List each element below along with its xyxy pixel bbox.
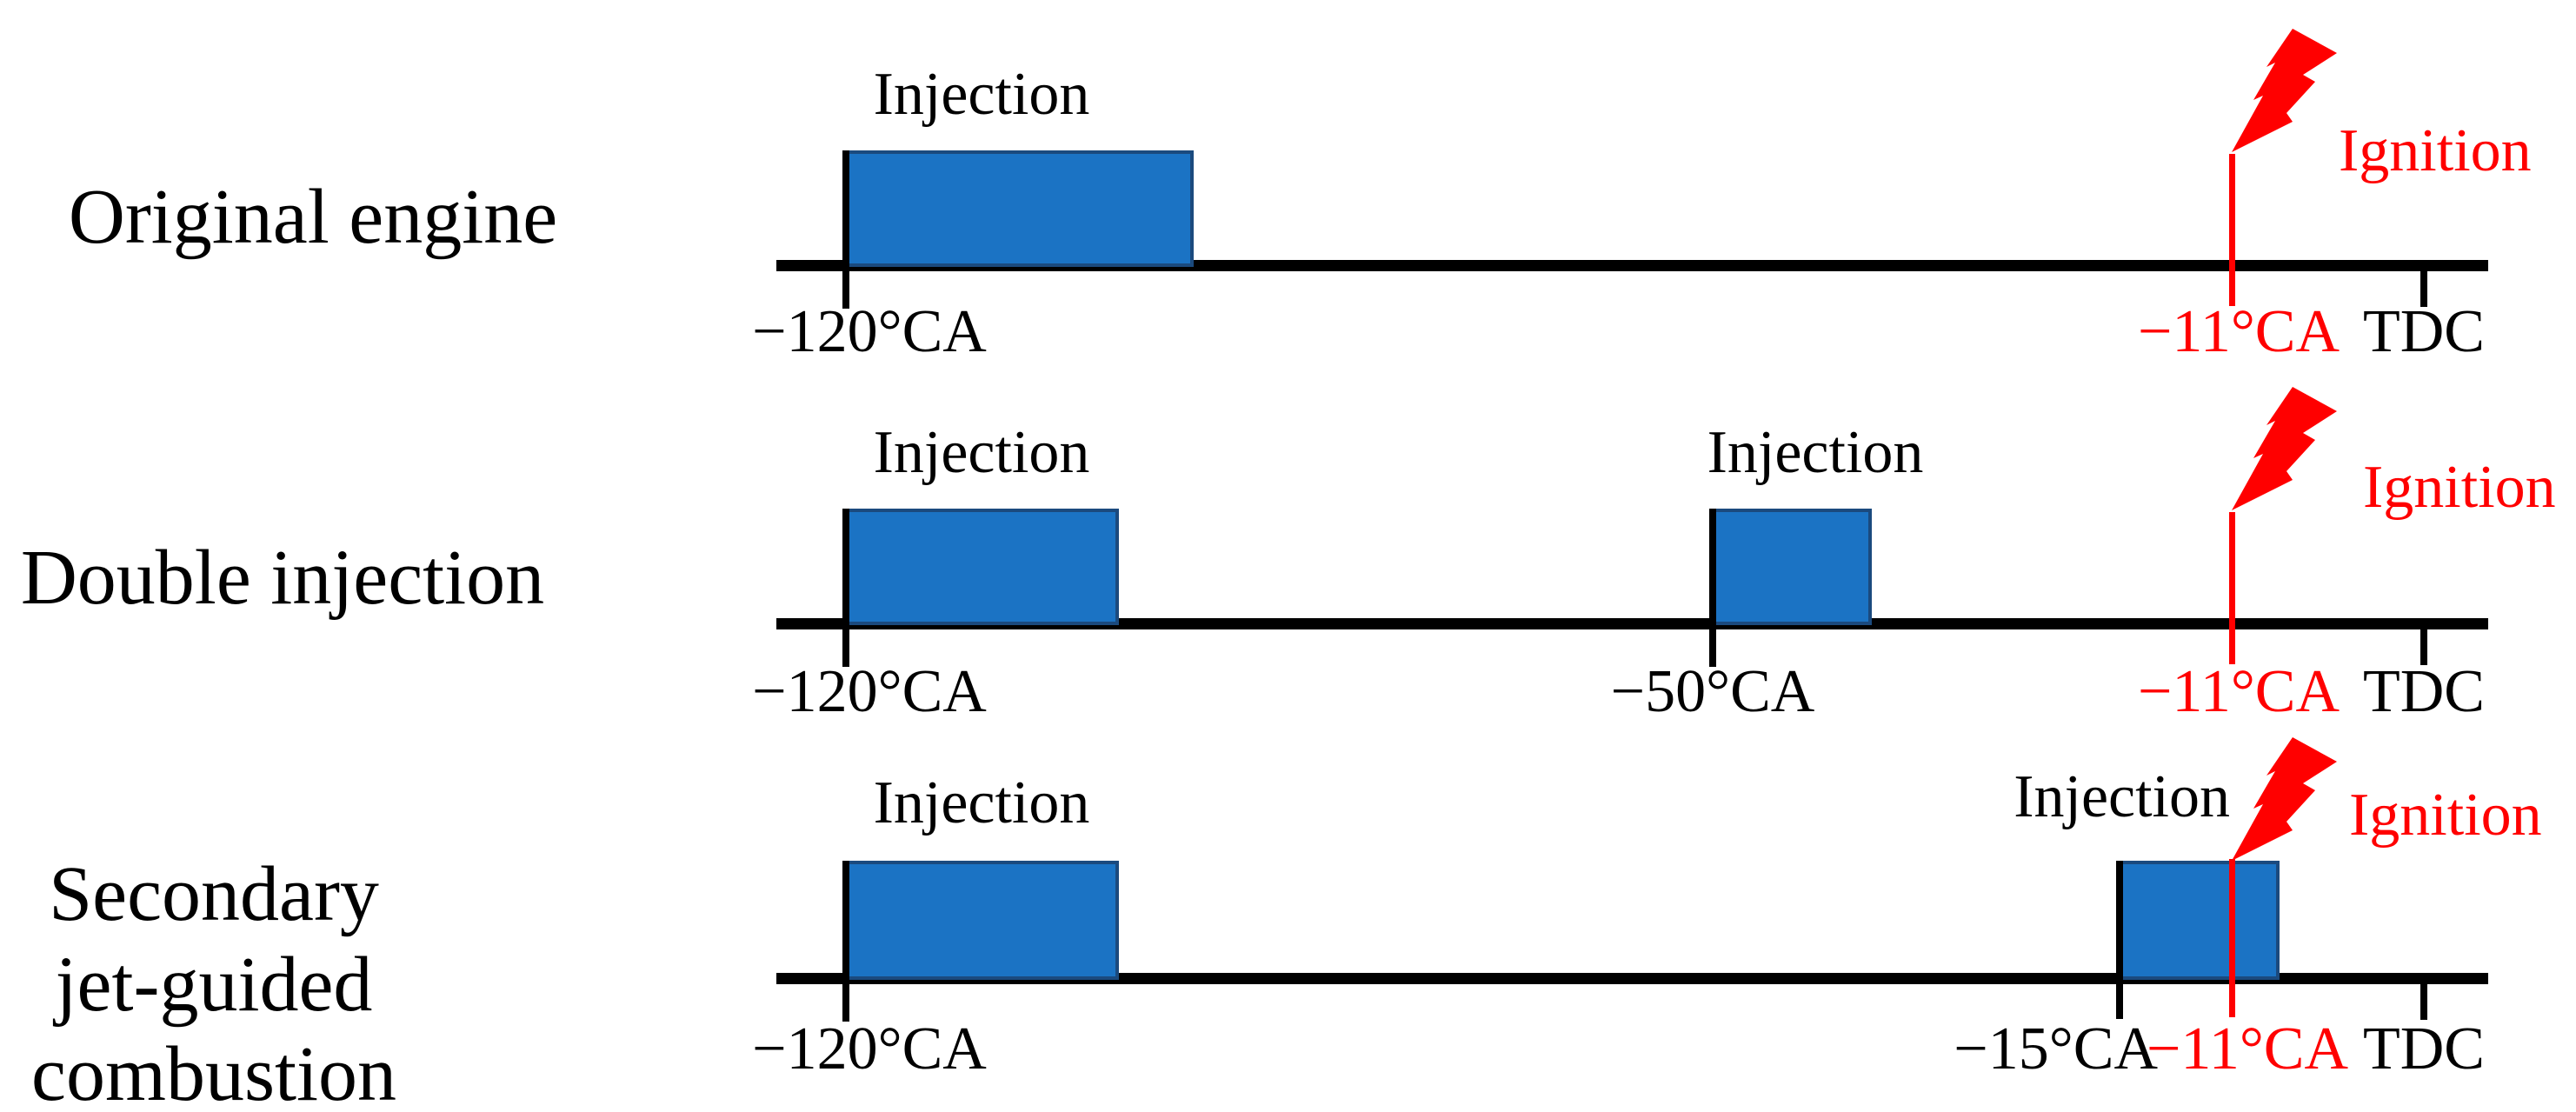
- lightning-bolt-icon: [2232, 387, 2337, 510]
- ignition-label: Ignition: [2349, 782, 2542, 849]
- tdc-label: TDC: [2363, 1015, 2485, 1082]
- ignition-line: [2229, 859, 2235, 1017]
- ignition-tick-label: −11°CA: [2137, 658, 2340, 725]
- timeline-axis: [776, 973, 2488, 984]
- tick-mark: [842, 509, 849, 667]
- tick-label: −50°CA: [1610, 658, 1815, 725]
- injection-rect: [1713, 509, 1872, 625]
- injection-label: Injection: [2014, 763, 2230, 830]
- timeline-axis: [776, 618, 2488, 629]
- tick-mark: [1709, 509, 1716, 667]
- timeline-axis: [776, 260, 2488, 271]
- ignition-tick-label: −11°CA: [2137, 298, 2340, 365]
- tdc-tick: [2420, 271, 2427, 307]
- injection-label: Injection: [873, 419, 1090, 486]
- row-title: Double injection: [20, 535, 545, 621]
- lightning-bolt-icon: [2232, 29, 2337, 152]
- tick-label: −15°CA: [1954, 1015, 2158, 1082]
- tdc-label: TDC: [2363, 298, 2485, 365]
- row-title-line-1: Secondary jet-guided: [49, 851, 379, 1028]
- injection-label: Injection: [873, 61, 1090, 128]
- ignition-label: Ignition: [2363, 454, 2556, 521]
- injection-label: Injection: [1707, 419, 1924, 486]
- tick-label: −120°CA: [752, 1015, 987, 1082]
- tick-mark: [842, 150, 849, 309]
- ignition-line: [2229, 512, 2235, 664]
- lightning-bolt-icon: [2232, 737, 2337, 861]
- tick-mark: [842, 861, 849, 1022]
- tdc-tick: [2420, 984, 2427, 1020]
- injection-label: Injection: [873, 769, 1090, 836]
- tdc-tick: [2420, 629, 2427, 665]
- injection-rect: [846, 150, 1194, 267]
- ignition-label: Ignition: [2339, 117, 2532, 184]
- injection-rect: [846, 861, 1119, 980]
- ignition-tick-label: −11°CA: [2146, 1015, 2349, 1082]
- row-title: Original engine: [68, 174, 558, 260]
- ignition-line: [2229, 154, 2235, 306]
- row-title-line-2: combustion: [31, 1031, 396, 1112]
- tdc-label: TDC: [2363, 658, 2485, 725]
- tick-mark: [2116, 861, 2123, 1019]
- row-title: Secondary jet-guided combustion: [0, 849, 428, 1112]
- injection-rect: [2120, 861, 2280, 980]
- injection-rect: [846, 509, 1119, 625]
- tick-label: −120°CA: [752, 298, 987, 365]
- tick-label: −120°CA: [752, 658, 987, 725]
